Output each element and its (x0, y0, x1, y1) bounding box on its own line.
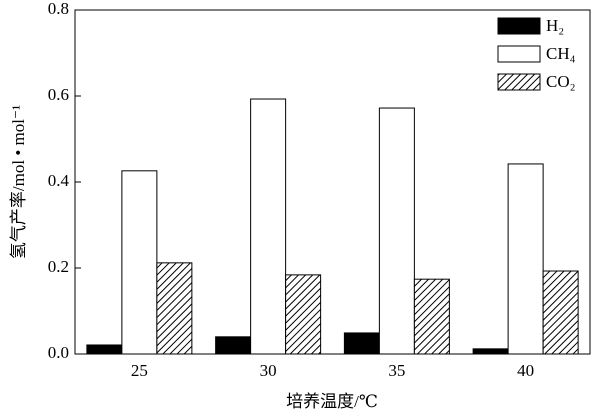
legend-swatch (497, 73, 541, 91)
bar (472, 348, 509, 355)
bar (121, 170, 158, 355)
bar (542, 270, 579, 355)
x-tick-label: 30 (260, 361, 277, 380)
bar (343, 332, 380, 355)
legend-swatch (497, 45, 541, 63)
y-tick-label: 0.4 (48, 171, 70, 190)
y-tick-label: 0.0 (48, 343, 69, 362)
bar (156, 262, 193, 355)
x-tick-label: 40 (517, 361, 534, 380)
bar (86, 344, 123, 355)
y-tick-label: 0.6 (48, 85, 69, 104)
x-axis-label: 培养温度/℃ (286, 392, 378, 411)
legend-label: CO₂ (546, 72, 576, 91)
bar (215, 336, 252, 355)
bar (378, 107, 415, 355)
y-axis-label: 氢气产率/mol • mol⁻¹ (9, 105, 28, 259)
y-tick-label: 0.2 (48, 257, 69, 276)
legend-label: CH₄ (546, 44, 576, 63)
bar (285, 274, 322, 355)
x-tick-label: 35 (388, 361, 405, 380)
y-tick-label: 0.8 (48, 0, 69, 18)
legend-swatch (497, 17, 541, 35)
bar (507, 163, 544, 355)
legend-label: H₂ (546, 16, 564, 35)
bar (250, 98, 287, 355)
bar (413, 278, 450, 355)
x-tick-label: 25 (131, 361, 148, 380)
